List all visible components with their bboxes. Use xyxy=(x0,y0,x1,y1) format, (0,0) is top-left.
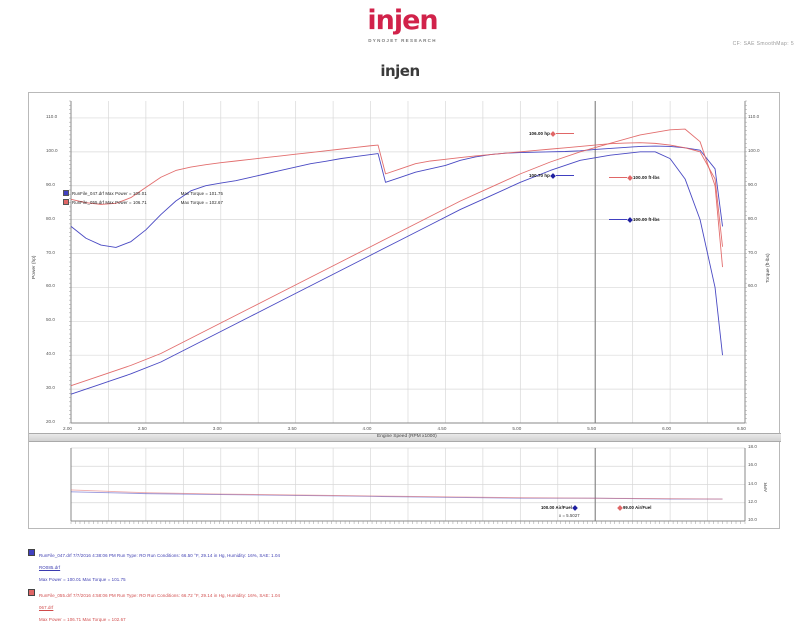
callout-text: 100.70 hp xyxy=(529,173,550,178)
y2-axis-tick-label: 100.0 xyxy=(748,147,760,153)
callout-leader xyxy=(609,177,627,178)
legend-label-run-b: RunFile_055.drf Max Power = 106.71 xyxy=(72,199,147,205)
afr-svg xyxy=(70,447,746,524)
callout-marker xyxy=(627,216,633,223)
power-torque-panel xyxy=(29,93,781,433)
legend-swatch-run-a xyxy=(63,190,69,196)
afr-axis-tick-label: 12.0 xyxy=(748,498,757,504)
callout-marker xyxy=(550,130,556,137)
y-axis-tick-label: 20.0 xyxy=(46,419,55,424)
afr-marker xyxy=(617,504,623,511)
afr-cursor-readout: x = 5.5027 xyxy=(559,513,580,518)
callout-leader xyxy=(555,133,574,134)
legend-run-a-line3: Max Power = 100.01 Max Torque = 101.75 xyxy=(39,577,126,582)
afr-axis-tick-label: 10.0 xyxy=(748,517,757,522)
legend-row: RunFile_047.drf Max Power = 100.01 Max T… xyxy=(63,189,323,197)
legend-label-run-a: RunFile_047.drf Max Power = 100.01 xyxy=(72,190,147,196)
y-axis-tick-label: 80.0 xyxy=(46,215,55,221)
callout-text: 106.00 hp xyxy=(529,131,550,136)
x-axis-tick-label: 6.00 xyxy=(662,426,672,431)
inplot-legend: RunFile_047.drf Max Power = 100.01 Max T… xyxy=(63,189,323,207)
page-header: injen DYNOJET RESEARCH CF: SAE SmoothMap… xyxy=(0,0,800,58)
callout-marker xyxy=(550,172,556,179)
bottom-legend: RunFile_047.drf 7/7/2016 4:38:06 PM Run … xyxy=(28,548,772,628)
afr-label-run-b: 99.00 Air/Fuel xyxy=(617,504,652,511)
afr-axis-title: AFR xyxy=(764,481,769,492)
dyno-plot-frame: RunFile_047.drf Max Power = 100.01 Max T… xyxy=(28,92,781,529)
callout-text: 100.00 ft-lbs xyxy=(633,175,660,180)
chart-title: injen xyxy=(380,62,420,80)
callout-leader xyxy=(555,175,574,176)
callout-torque-run-a: 100.00 ft-lbs xyxy=(609,216,660,223)
legend-run-b-line1: RunFile_055.drf 7/7/2016 4:58:06 PM Run … xyxy=(39,593,281,598)
legend-block-run-b: RunFile_055.drf 7/7/2016 4:58:06 PM Run … xyxy=(28,588,772,624)
afr-marker xyxy=(572,504,578,511)
y2-axis-tick-label: 80.0 xyxy=(748,215,757,221)
y2-axis-tick-label: 90.0 xyxy=(748,181,757,187)
panel-divider xyxy=(29,433,781,442)
legend-block-run-a: RunFile_047.drf 7/7/2016 4:38:06 PM Run … xyxy=(28,548,772,584)
y2-axis-tick-label: 70.0 xyxy=(748,249,757,255)
y-axis-title: Power (hp) xyxy=(32,255,37,279)
legend-torque-run-b: Max Torque = 102.67 xyxy=(180,199,224,205)
legend-run-a-line2: RO085.drf xyxy=(39,565,61,570)
injen-logo-text: injen xyxy=(367,5,438,36)
y2-axis-tick-label: 110.0 xyxy=(748,113,760,119)
dynojet-research-label: DYNOJET RESEARCH xyxy=(368,38,437,43)
x-axis-tick-label: 5.00 xyxy=(512,426,522,431)
y-axis-tick-label: 90.0 xyxy=(46,181,55,187)
x-axis-tick-label: 3.00 xyxy=(212,426,222,431)
x-axis-tick-label: 6.50 xyxy=(737,426,746,431)
y-axis-tick-label: 40.0 xyxy=(46,351,55,357)
legend-run-b-line3: Max Power = 106.71 Max Torque = 102.67 xyxy=(39,617,126,622)
y2-axis-tick-label: 60.0 xyxy=(748,283,757,289)
afr-axis-tick-label: 16.0 xyxy=(748,462,757,468)
callout-power-run-b: 106.00 hp xyxy=(529,130,574,137)
legend-row: RunFile_055.drf Max Power = 106.71 Max T… xyxy=(63,198,323,206)
callout-power-run-a: 100.70 hp xyxy=(529,172,574,179)
y-axis-tick-label: 60.0 xyxy=(46,283,55,289)
legend-swatch-run-b xyxy=(63,199,69,205)
legend-torque-run-a: Max Torque = 101.75 xyxy=(180,190,224,196)
y-axis-tick-label: 30.0 xyxy=(46,385,55,391)
callout-leader xyxy=(609,219,627,220)
legend-swatch-run-b xyxy=(28,589,35,596)
y-axis-tick-label: 70.0 xyxy=(46,249,55,255)
legend-swatch-run-a xyxy=(28,549,35,556)
y-axis-tick-label: 100.0 xyxy=(46,147,58,153)
injen-logo: injen xyxy=(345,6,460,36)
callout-torque-run-b: 100.00 ft-lbs xyxy=(609,174,660,181)
x-axis-tick-label: 5.50 xyxy=(587,426,597,431)
run-stamp-label: CF: SAE SmoothMap: 5 xyxy=(732,41,794,47)
legend-run-a-line1: RunFile_047.drf 7/7/2016 4:38:06 PM Run … xyxy=(39,553,281,558)
afr-panel xyxy=(29,442,781,529)
power-torque-svg xyxy=(69,100,747,424)
x-axis-title: Engine Speed (RPM x1000) xyxy=(377,434,437,439)
y-axis-tick-label: 50.0 xyxy=(46,317,55,323)
y-axis-tick-label: 110.0 xyxy=(46,113,58,119)
afr-label-text: 99.00 Air/Fuel xyxy=(623,505,652,510)
callout-marker xyxy=(627,174,633,181)
callout-text: 100.00 ft-lbs xyxy=(633,217,660,222)
x-axis-tick-label: 3.50 xyxy=(287,426,297,431)
x-axis-tick-label: 4.50 xyxy=(437,426,447,431)
afr-label-run-a: 100.00 Air/Fuel xyxy=(541,504,578,511)
legend-run-b-line2: 067.drf xyxy=(39,605,54,610)
afr-label-text: 100.00 Air/Fuel xyxy=(541,505,572,510)
x-axis-tick-label: 2.50 xyxy=(137,426,147,431)
x-axis-tick-label: 4.00 xyxy=(362,426,372,431)
afr-axis-tick-label: 14.0 xyxy=(748,480,757,486)
afr-cursor-text: x = 5.5027 xyxy=(559,513,580,518)
x-axis-tick-label: 2.00 xyxy=(63,426,72,431)
y2-axis-title: Torque (ft-lbs) xyxy=(766,253,771,283)
afr-axis-tick-label: 18.0 xyxy=(748,444,757,449)
